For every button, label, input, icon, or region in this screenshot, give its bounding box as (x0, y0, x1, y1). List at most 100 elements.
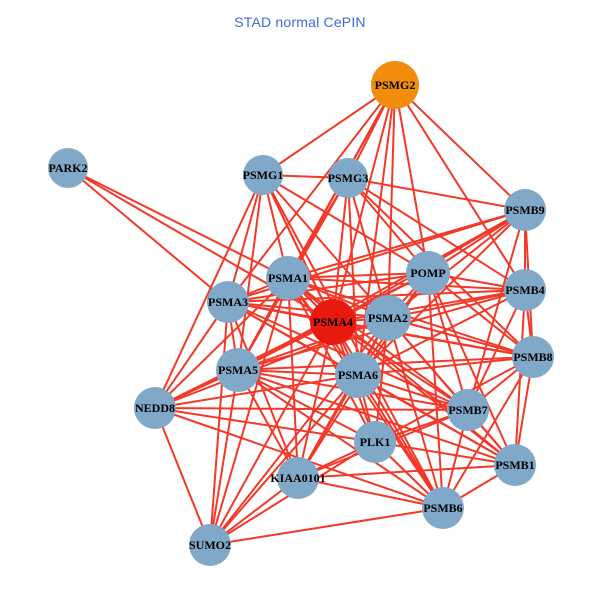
network-node-psma2[interactable]: PSMA2 (365, 295, 411, 341)
node-label: NEDD8 (135, 401, 175, 415)
network-node-psma5[interactable]: PSMA5 (216, 348, 260, 392)
node-circle[interactable] (354, 421, 396, 463)
network-edge (332, 321, 469, 411)
network-node-psma4[interactable]: PSMA4 (310, 299, 356, 345)
network-node-psmb8[interactable]: PSMB8 (512, 336, 554, 378)
network-edge (467, 209, 526, 411)
node-circle[interactable] (207, 281, 249, 323)
network-edge (332, 321, 516, 466)
node-circle[interactable] (266, 256, 310, 300)
network-edge (394, 84, 526, 291)
network-node-psmb6[interactable]: PSMB6 (422, 487, 464, 529)
network-node-pomp[interactable]: POMP (406, 251, 450, 295)
network-node-psmb7[interactable]: PSMB7 (447, 389, 489, 431)
node-label: KIAA0101 (270, 471, 325, 485)
node-circle[interactable] (335, 352, 381, 398)
network-edge (394, 84, 526, 211)
node-circle[interactable] (134, 387, 176, 429)
network-edge (237, 369, 444, 509)
network-edge (209, 507, 444, 546)
node-circle[interactable] (371, 61, 419, 109)
node-label: PSMB9 (505, 203, 544, 217)
network-node-plk1[interactable]: PLK1 (354, 421, 396, 463)
network-edge (209, 374, 359, 546)
network-edge (387, 317, 444, 509)
network-edge (227, 84, 396, 303)
network-node-psma3[interactable]: PSMA3 (207, 281, 249, 323)
node-label: PSMB6 (423, 501, 462, 515)
node-circle[interactable] (406, 251, 450, 295)
network-edge (209, 369, 239, 546)
node-circle[interactable] (504, 189, 546, 231)
network-edge (154, 407, 376, 443)
node-circle[interactable] (365, 295, 411, 341)
network-node-psmb4[interactable]: PSMB4 (504, 269, 546, 311)
node-circle[interactable] (310, 299, 356, 345)
node-label: PSMG2 (375, 78, 416, 92)
network-edge (262, 84, 396, 176)
network-edge (357, 356, 534, 376)
node-label: PSMA3 (208, 295, 248, 309)
network-edge (297, 321, 334, 479)
node-circle[interactable] (277, 457, 319, 499)
node-circle[interactable] (494, 444, 536, 486)
network-edge (347, 177, 526, 211)
node-circle[interactable] (328, 158, 368, 198)
network-node-psma1[interactable]: PSMA1 (266, 256, 310, 300)
node-layer: PSMG2 PARK2 PSMG1 PSMG3 PSMB9 POMP PSMA1 PSMB4 P… (48, 61, 554, 566)
network-node-psmb9[interactable]: PSMB9 (504, 189, 546, 231)
network-edge (287, 277, 469, 411)
node-circle[interactable] (512, 336, 554, 378)
node-circle[interactable] (447, 389, 489, 431)
node-circle[interactable] (422, 487, 464, 529)
network-edge (154, 407, 469, 411)
network-node-psmg1[interactable]: PSMG1 (243, 155, 284, 195)
network-edge (209, 301, 229, 546)
node-circle[interactable] (48, 148, 88, 188)
network-edge (262, 174, 444, 509)
node-label: PSMB7 (448, 403, 487, 417)
node-label: POMP (410, 266, 445, 280)
network-edge (357, 374, 444, 509)
network-edge (227, 174, 264, 303)
node-circle[interactable] (189, 524, 231, 566)
node-label: PSMG3 (328, 171, 369, 185)
node-label: PSMB4 (505, 283, 544, 297)
network-edge (262, 174, 389, 319)
node-label: PARK2 (48, 161, 87, 175)
network-edge (332, 321, 534, 358)
network-edge (287, 277, 526, 291)
network-node-psmg3[interactable]: PSMG3 (328, 158, 369, 198)
node-label: PSMA6 (338, 368, 378, 382)
network-edge (427, 272, 516, 466)
network-node-psmg2[interactable]: PSMG2 (371, 61, 419, 109)
network-node-nedd8[interactable]: NEDD8 (134, 387, 176, 429)
node-label: PSMG1 (243, 168, 284, 182)
node-circle[interactable] (216, 348, 260, 392)
network-edge (237, 356, 534, 371)
network-node-psmb1[interactable]: PSMB1 (494, 444, 536, 486)
network-edge (154, 407, 211, 546)
node-label: PSMA5 (218, 363, 258, 377)
network-node-psma6[interactable]: PSMA6 (335, 352, 381, 398)
network-edge (67, 167, 229, 303)
network-node-park2[interactable]: PARK2 (48, 148, 88, 188)
network-edge (297, 477, 444, 509)
network-edge (297, 464, 516, 479)
node-circle[interactable] (504, 269, 546, 311)
network-node-kiaa0101[interactable]: KIAA0101 (270, 457, 326, 499)
node-circle[interactable] (243, 155, 283, 195)
node-label: PSMA4 (313, 315, 353, 329)
node-label: PSMA1 (268, 271, 308, 285)
network-edge (237, 369, 376, 443)
node-label: PSMA2 (368, 311, 408, 325)
network-edge (209, 321, 334, 546)
page-title: STAD normal CePIN (234, 14, 366, 30)
network-node-sumo2[interactable]: SUMO2 (189, 524, 231, 566)
network-edge (154, 374, 359, 409)
node-label: PSMB8 (513, 350, 552, 364)
node-label: PLK1 (360, 435, 391, 449)
network-edge (387, 317, 534, 358)
network-edge (227, 272, 429, 303)
